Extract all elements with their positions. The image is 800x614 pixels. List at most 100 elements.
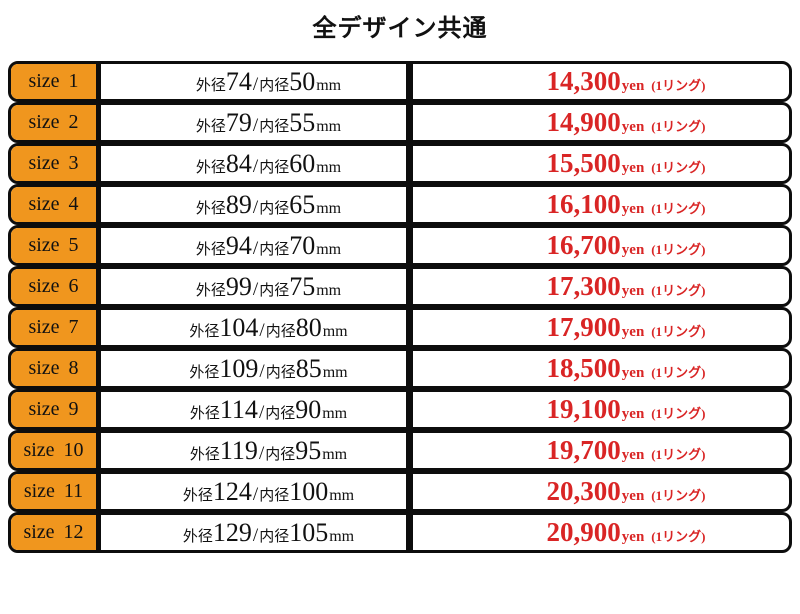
dimension-cell: 外径94/内径70mm [101,228,413,263]
size-cell: size 9 [11,392,101,427]
outer-diameter-label: 外径 [182,487,213,504]
dimension-cell: 外径109/内径85mm [101,351,413,386]
unit-label: mm [316,117,342,135]
per-ring-note: (1リング) [651,283,706,298]
dimension-text: 外径119/内径95mm [190,436,347,466]
price-cell: 17,300yen (1リング) [413,269,789,304]
dimension-separator: / [259,360,265,382]
currency-label: yen [621,365,645,381]
currency-label: yen [621,447,645,463]
currency-label: yen [621,529,645,545]
price-text: 14,900yen (1リング) [547,107,706,138]
price-cell: 16,100yen (1リング) [413,187,789,222]
dimension-cell: 外径79/内径55mm [101,105,413,140]
price-cell: 14,300yen (1リング) [413,64,789,99]
outer-diameter-label: 外径 [195,241,226,258]
outer-diameter-value: 109 [219,353,259,383]
dimension-separator: / [252,196,259,218]
price-cell: 14,900yen (1リング) [413,105,789,140]
per-ring-note: (1リング) [651,529,706,544]
outer-diameter-value: 129 [212,517,252,547]
outer-diameter-value: 84 [225,148,252,178]
price-value: 16,700 [546,230,621,260]
price-value: 18,500 [546,353,621,383]
currency-label: yen [621,283,645,299]
dimension-text: 外径99/内径75mm [196,272,341,302]
dimension-cell: 外径124/内径100mm [101,474,413,509]
price-cell: 18,500yen (1リング) [413,351,789,386]
price-value: 19,700 [546,435,621,465]
outer-diameter-value: 124 [212,476,252,506]
price-text: 18,500yen (1リング) [547,353,706,384]
currency-label: yen [621,160,645,176]
currency-label: yen [621,324,645,340]
price-text: 20,300yen (1リング) [547,476,706,507]
size-cell: size 5 [11,228,101,263]
dimension-separator: / [252,278,259,300]
inner-diameter-label: 内径 [259,487,290,504]
size-cell: size 6 [11,269,101,304]
table-row: size 1 外径74/内径50mm 14,300yen (1リング) [8,61,792,102]
price-cell: 15,500yen (1リング) [413,146,789,181]
dimension-cell: 外径129/内径105mm [101,515,413,550]
size-label: size 7 [28,316,79,338]
price-text: 15,500yen (1リング) [547,148,706,179]
outer-diameter-label: 外径 [195,282,226,299]
table-row: size 7 外径104/内径80mm 17,900yen (1リング) [8,307,792,348]
inner-diameter-label: 内径 [265,364,296,381]
unit-label: mm [329,486,355,504]
currency-label: yen [621,78,645,94]
table-row: size 9 外径114/内径90mm 19,100yen (1リング) [8,389,792,430]
inner-diameter-label: 内径 [265,446,296,463]
table-row: size 12 外径129/内径105mm 20,900yen (1リング) [8,512,792,553]
price-cell: 20,300yen (1リング) [413,474,789,509]
inner-diameter-value: 105 [289,517,329,547]
price-value: 15,500 [546,148,621,178]
dimension-separator: / [252,483,259,505]
inner-diameter-label: 内径 [259,200,290,217]
per-ring-note: (1リング) [651,78,706,93]
dimension-separator: / [259,319,265,341]
price-cell: 19,700yen (1リング) [413,433,789,468]
per-ring-note: (1リング) [651,324,706,339]
currency-label: yen [621,242,645,258]
inner-diameter-label: 内径 [259,159,290,176]
currency-label: yen [621,406,645,422]
price-text: 20,900yen (1リング) [547,517,706,548]
size-cell: size 11 [11,474,101,509]
dimension-text: 外径124/内径100mm [183,477,354,507]
inner-diameter-value: 50 [289,66,316,96]
dimension-cell: 外径74/内径50mm [101,64,413,99]
per-ring-note: (1リング) [651,365,706,380]
dimension-separator: / [258,401,265,423]
price-text: 19,100yen (1リング) [547,394,706,425]
price-cell: 19,100yen (1リング) [413,392,789,427]
table-row: size 2 外径79/内径55mm 14,900yen (1リング) [8,102,792,143]
price-text: 16,100yen (1リング) [547,189,706,220]
per-ring-note: (1リング) [651,406,706,421]
unit-label: mm [316,199,342,217]
dimension-text: 外径114/内径90mm [190,395,347,425]
table-row: size 11 外径124/内径100mm 20,300yen (1リング) [8,471,792,512]
inner-diameter-value: 65 [289,189,316,219]
dimension-separator: / [252,155,259,177]
inner-diameter-label: 内径 [259,77,290,94]
price-cell: 17,900yen (1リング) [413,310,789,345]
dimension-text: 外径104/内径80mm [189,313,347,343]
size-cell: size 10 [11,433,101,468]
inner-diameter-value: 80 [295,312,322,342]
size-cell: size 3 [11,146,101,181]
inner-diameter-label: 内径 [265,405,296,422]
dimension-separator: / [252,114,259,136]
table-row: size 5 外径94/内径70mm 16,700yen (1リング) [8,225,792,266]
inner-diameter-value: 85 [295,353,322,383]
price-text: 17,900yen (1リング) [547,312,706,343]
price-text: 17,300yen (1リング) [547,271,706,302]
size-label: size 8 [28,357,79,379]
per-ring-note: (1リング) [651,488,706,503]
per-ring-note: (1リング) [651,242,706,257]
outer-diameter-label: 外径 [195,159,226,176]
dimension-cell: 外径84/内径60mm [101,146,413,181]
price-text: 19,700yen (1リング) [547,435,706,466]
outer-diameter-value: 74 [225,66,252,96]
